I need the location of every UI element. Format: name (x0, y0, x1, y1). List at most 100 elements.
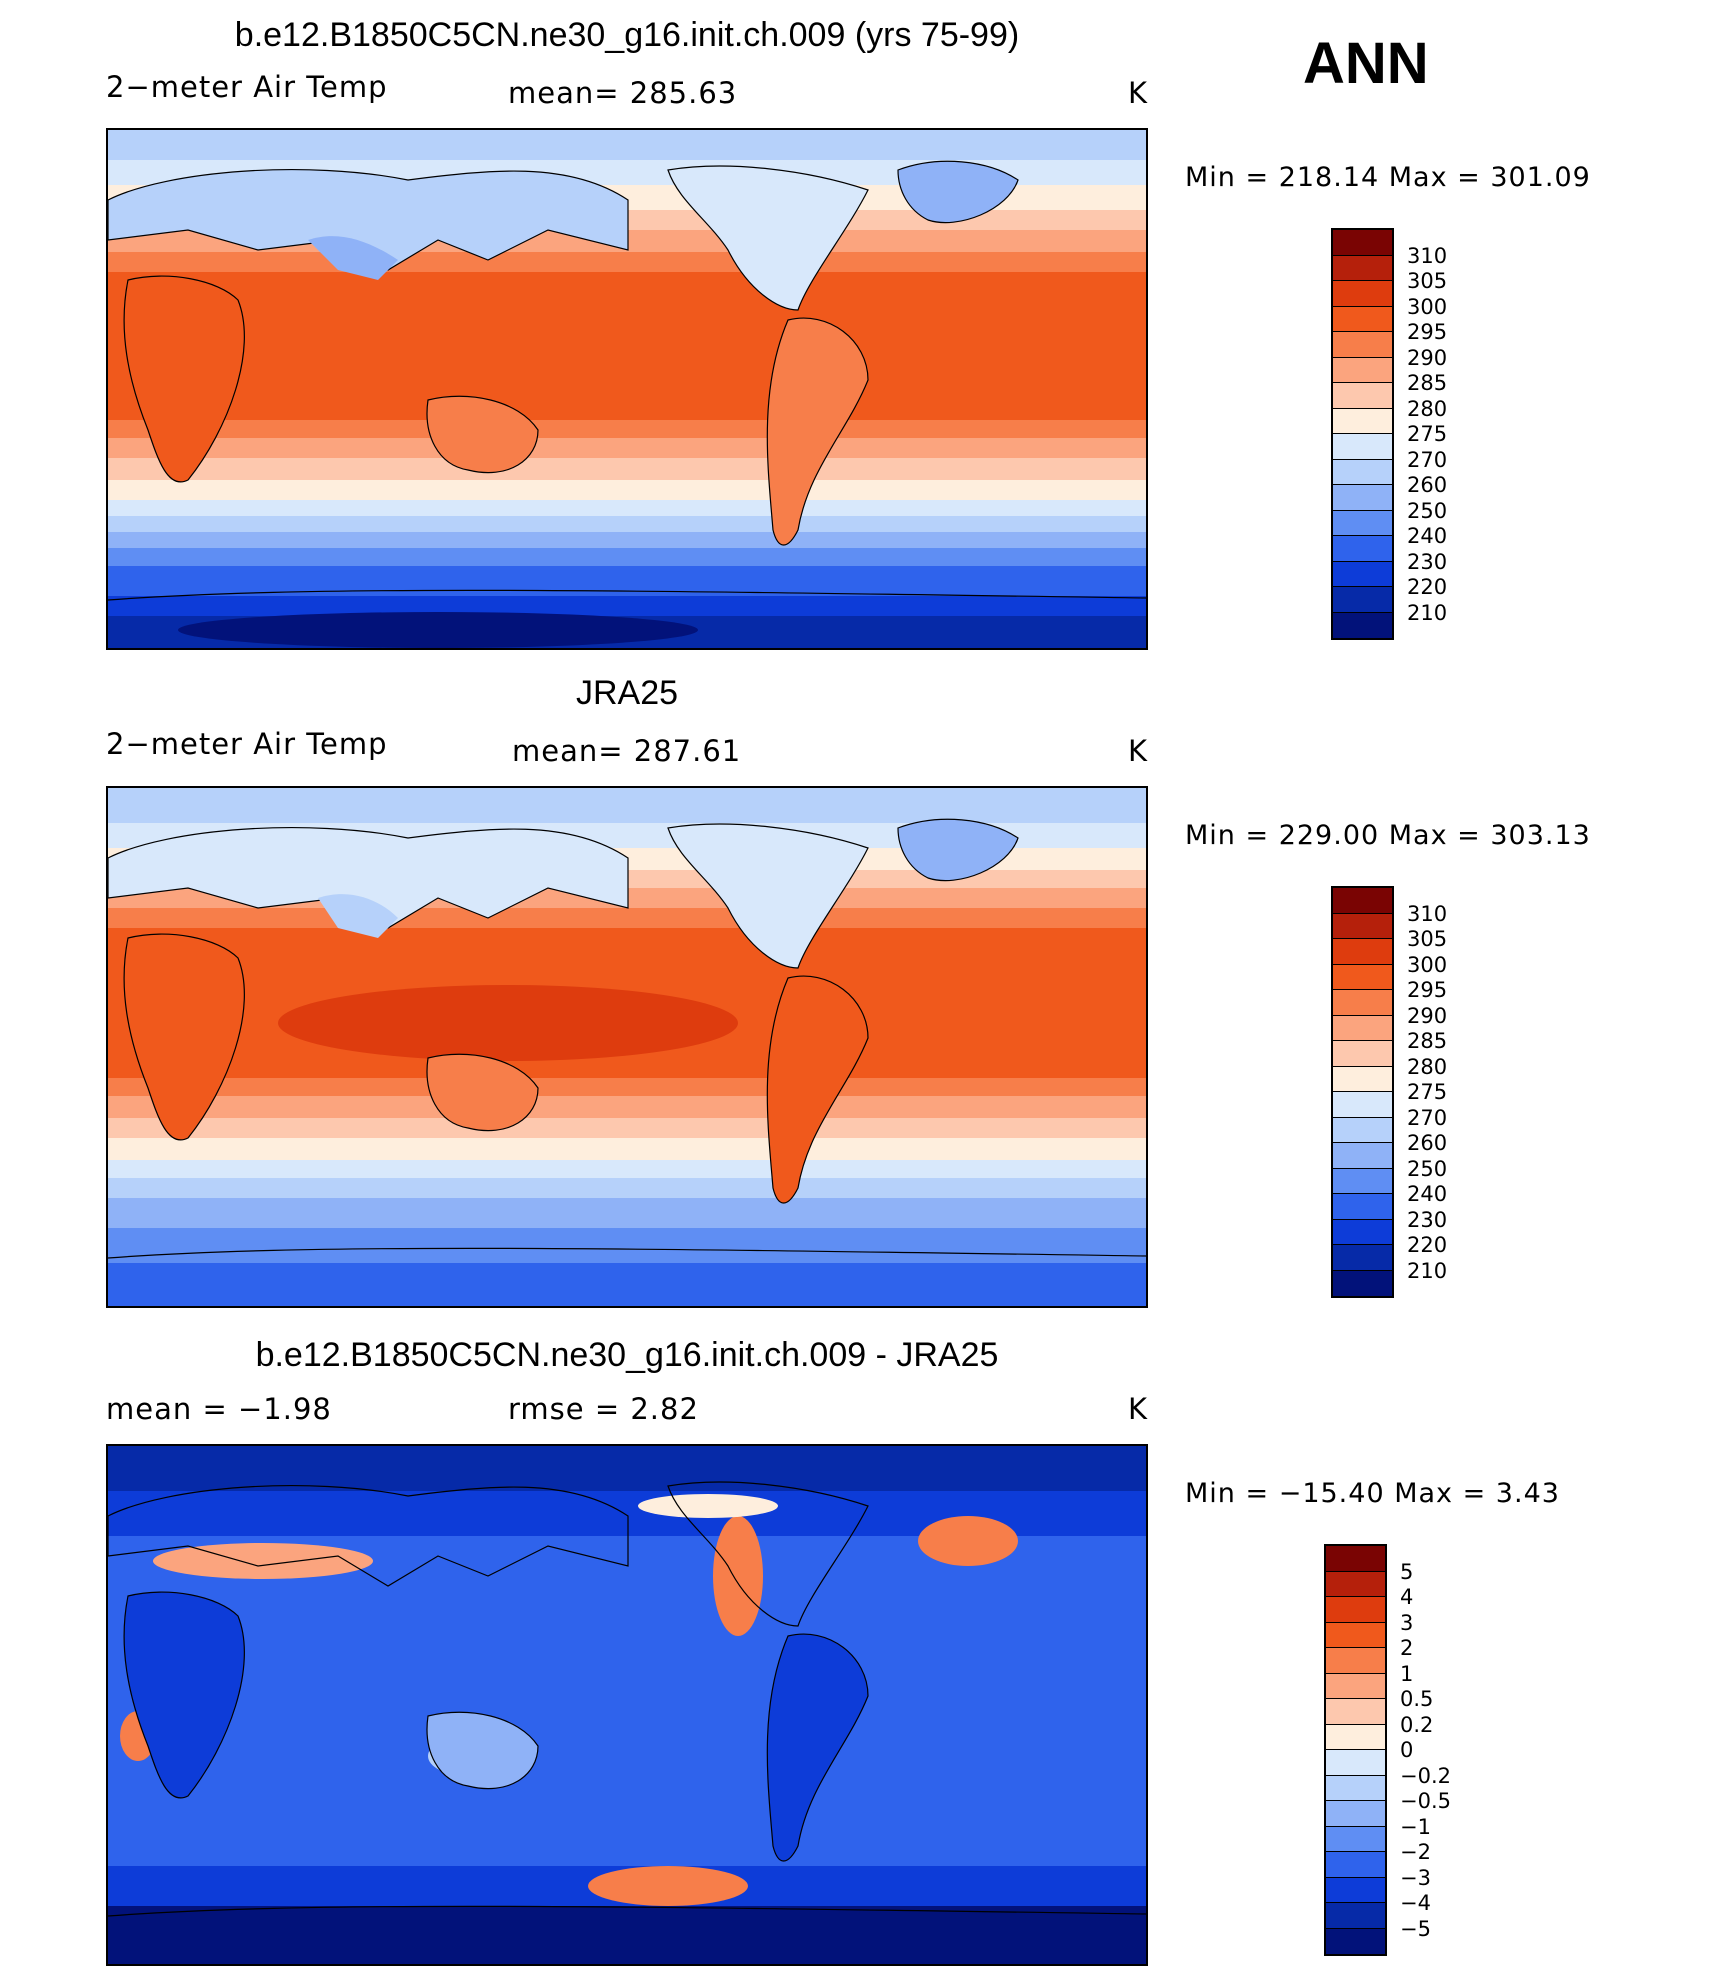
panel2-mean-label: mean= 287.61 (512, 734, 742, 768)
colorbar-tick-label: −0.2 (1400, 1763, 1451, 1788)
colorbar-box (1326, 1928, 1385, 1954)
colorbar-box (1333, 1117, 1392, 1143)
panel1-temperature-field (108, 130, 1146, 648)
colorbar-box (1333, 913, 1392, 939)
panel3-mean-label: mean = −1.98 (106, 1392, 332, 1426)
colorbar-box (1326, 1699, 1385, 1725)
colorbar-tick-label: 220 (1407, 575, 1448, 599)
colorbar-box (1333, 485, 1392, 511)
colorbar-box (1333, 1015, 1392, 1041)
colorbar-tick-label: 310 (1407, 901, 1448, 926)
colorbar-tick-label: 0.2 (1400, 1712, 1434, 1737)
panel2-map (106, 786, 1148, 1308)
colorbar-box (1326, 1750, 1385, 1776)
panel2-temperature-field (108, 788, 1146, 1306)
colorbar-box (1333, 587, 1392, 613)
colorbar-box (1333, 281, 1392, 307)
colorbar-tick-label: 305 (1407, 927, 1448, 951)
colorbar-box (1333, 1041, 1392, 1067)
colorbar-tick-label: 4 (1400, 1585, 1414, 1609)
colorbar-tick-label: −2 (1400, 1840, 1431, 1864)
colorbar-box (1326, 1724, 1385, 1750)
colorbar-tick-label: 295 (1407, 978, 1448, 1002)
colorbar-box (1326, 1852, 1385, 1878)
colorbar-box (1333, 939, 1392, 965)
panel2-minmax: Min = 229.00 Max = 303.13 (1185, 820, 1591, 851)
panel3-title: b.e12.B1850C5CN.ne30_g16.init.ch.009 - J… (255, 1336, 999, 1374)
colorbar-box (1333, 383, 1392, 409)
colorbar-box (1333, 964, 1392, 990)
colorbar-tick-label: 280 (1407, 1054, 1448, 1079)
colorbar-box (1326, 1673, 1385, 1699)
colorbar-tick-label: 310 (1407, 243, 1448, 268)
colorbar-box (1333, 306, 1392, 332)
colorbar-tick-label: 0 (1400, 1738, 1414, 1762)
colorbar-box (1333, 357, 1392, 383)
colorbar-tick-label: 270 (1407, 447, 1448, 472)
colorbar-tick-label: −5 (1400, 1916, 1431, 1941)
colorbar-tick-label: 240 (1407, 1182, 1448, 1206)
panel1-colorbar (1331, 228, 1394, 640)
colorbar-tick-label: −1 (1400, 1814, 1431, 1839)
panel2-title: JRA25 (575, 674, 679, 712)
colorbar-tick-label: 250 (1407, 498, 1448, 523)
panel2-units: K (1128, 734, 1149, 768)
colorbar-tick-label: 300 (1407, 294, 1448, 319)
panel2-colorbar (1331, 886, 1394, 1298)
colorbar-tick-label: 210 (1407, 1258, 1448, 1283)
colorbar-box (1333, 1194, 1392, 1220)
colorbar-tick-label: 2 (1400, 1636, 1414, 1660)
panel3-map (106, 1444, 1148, 1966)
colorbar-box (1326, 1571, 1385, 1597)
colorbar-tick-label: 250 (1407, 1156, 1448, 1181)
colorbar-tick-label: 210 (1407, 600, 1448, 625)
colorbar-tick-label: 290 (1407, 345, 1448, 370)
colorbar-tick-label: 260 (1407, 473, 1448, 497)
colorbar-box (1326, 1877, 1385, 1903)
colorbar-box (1326, 1648, 1385, 1674)
panel2-variable-label: 2−meter Air Temp (106, 727, 388, 761)
colorbar-tick-label: 230 (1407, 1207, 1448, 1232)
panel3-rmse-label: rmse = 2.82 (508, 1392, 699, 1426)
colorbar-tick-label: 230 (1407, 549, 1448, 574)
colorbar-box (1326, 1903, 1385, 1929)
colorbar-box (1333, 536, 1392, 562)
colorbar-tick-label: 260 (1407, 1131, 1448, 1155)
colorbar-box (1333, 255, 1392, 281)
colorbar-tick-label: 5 (1400, 1559, 1414, 1584)
colorbar-box (1326, 1775, 1385, 1801)
colorbar-box (1326, 1597, 1385, 1623)
colorbar-box (1333, 1143, 1392, 1169)
colorbar-box (1326, 1826, 1385, 1852)
colorbar-tick-label: 280 (1407, 396, 1448, 421)
colorbar-box (1333, 888, 1392, 914)
panel1-units: K (1128, 76, 1149, 110)
colorbar-tick-label: 220 (1407, 1233, 1448, 1257)
colorbar-box (1326, 1801, 1385, 1827)
colorbar-box (1333, 459, 1392, 485)
colorbar-tick-label: −4 (1400, 1891, 1431, 1915)
colorbar-box (1333, 1066, 1392, 1092)
panel1-title: b.e12.B1850C5CN.ne30_g16.init.ch.009 (yr… (234, 16, 1020, 54)
colorbar-box (1326, 1622, 1385, 1648)
colorbar-tick-label: 0.5 (1400, 1687, 1434, 1711)
colorbar-box (1333, 612, 1392, 638)
panel3-colorbar (1324, 1544, 1387, 1956)
colorbar-tick-label: −3 (1400, 1865, 1431, 1890)
colorbar-tick-label: 285 (1407, 1029, 1448, 1053)
colorbar-tick-label: 300 (1407, 952, 1448, 977)
colorbar-box (1333, 1270, 1392, 1296)
season-label: ANN (1303, 31, 1429, 96)
colorbar-box (1333, 1092, 1392, 1118)
panel1-map (106, 128, 1148, 650)
colorbar-box (1333, 510, 1392, 536)
colorbar-tick-label: 275 (1407, 422, 1448, 446)
colorbar-tick-label: 1 (1400, 1661, 1414, 1686)
colorbar-tick-label: 295 (1407, 320, 1448, 344)
colorbar-box (1333, 561, 1392, 587)
colorbar-tick-label: 270 (1407, 1105, 1448, 1130)
colorbar-tick-label: 285 (1407, 371, 1448, 395)
colorbar-tick-label: 240 (1407, 524, 1448, 548)
panel1-variable-label: 2−meter Air Temp (106, 70, 388, 104)
colorbar-box (1333, 1219, 1392, 1245)
